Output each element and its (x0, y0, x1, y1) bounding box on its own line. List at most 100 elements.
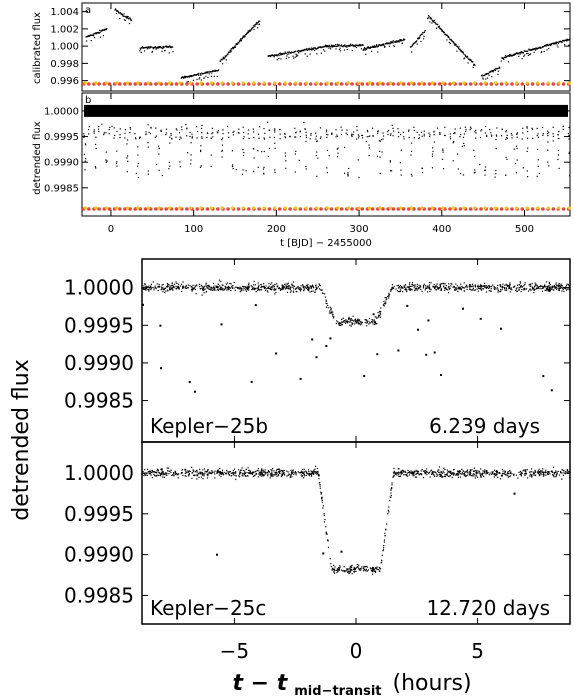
panel-c-point (409, 289, 411, 291)
panel-b-transit-b-point (567, 133, 569, 135)
panel-a-point (392, 42, 394, 44)
panel-b-transit-b-marker (458, 207, 463, 211)
panel-d-point (417, 472, 419, 475)
panel-b-transit-c-point (221, 144, 223, 146)
panel-b-transit-c-point (390, 170, 392, 172)
panel-c-point (350, 318, 352, 320)
panel-b-transit-b-point (418, 134, 420, 136)
panel-a-point (257, 21, 259, 24)
panel-a-point (337, 45, 339, 47)
panel-d-point (276, 472, 278, 474)
panel-d-point (266, 472, 268, 474)
panel-b-outlier-point (187, 152, 189, 154)
panel-c-point (157, 290, 159, 292)
panel-b-transit-c-point (210, 165, 212, 167)
panel-c-point (508, 285, 510, 288)
panel-b-transit-b-point (145, 133, 147, 136)
panel-d-point (324, 518, 326, 521)
panel-a-point (504, 55, 507, 57)
panel-c-point (303, 288, 305, 290)
panel-b-transit-c-point (84, 143, 86, 145)
panel-d-point (360, 568, 362, 570)
panel-b-transit-c-marker (399, 206, 403, 210)
panel-b-transit-b-point (393, 130, 395, 132)
panel-c-outlier-point (311, 338, 314, 341)
panel-d-point (474, 470, 476, 472)
panel-d-point (457, 473, 459, 476)
panel-b-transit-b-point (501, 128, 503, 130)
panel-a-point (546, 49, 548, 51)
panel-c-point (155, 287, 157, 289)
panel-d-point (197, 473, 199, 475)
panel-c-point (408, 285, 411, 287)
panel-a-point (454, 44, 456, 46)
panel-d-point (479, 472, 481, 474)
panel-d-point (470, 470, 472, 472)
panel-b-transit-c-point (537, 148, 539, 150)
panel-a-transit-b-marker (520, 82, 525, 86)
panel-d-point (210, 472, 212, 475)
panel-d-point (443, 467, 445, 469)
panel-c-point (558, 284, 560, 286)
panel-c-point (274, 293, 276, 295)
panel-c-point (458, 288, 460, 290)
panel-d-point (351, 573, 353, 575)
panel-d-point (218, 472, 221, 474)
panel-a-point (375, 45, 377, 47)
panel-d-point (410, 472, 412, 474)
panel-b-transit-c-point (305, 140, 307, 143)
panel-d-point (157, 474, 160, 476)
panel-d-point (379, 567, 381, 569)
panel-d-point (332, 568, 334, 570)
panel-b-transit-b-marker (216, 207, 220, 211)
panel-c-point (229, 287, 231, 289)
panel-a-point (242, 37, 244, 39)
panel-b-transit-c-point (558, 130, 560, 133)
panel-a-point (427, 17, 429, 19)
panel-a-transit-c-marker (325, 81, 329, 85)
panel-b-transit-c-point (411, 142, 413, 144)
panel-d-point (338, 566, 340, 569)
panel-b-transit-c-point (137, 165, 139, 167)
panel-c-point (292, 285, 294, 287)
panel-d-point (440, 475, 442, 478)
panel-d-point (393, 470, 395, 472)
panel-d-point (293, 473, 295, 475)
panel-d-point (386, 523, 388, 525)
panel-a-point (513, 53, 515, 55)
panel-b-transit-b-point (340, 133, 342, 136)
panel-d-point (246, 472, 248, 474)
panel-d-point (261, 469, 263, 471)
panel-b-transit-b-point (238, 132, 240, 134)
panel-a-point (499, 67, 501, 69)
panel-c-point (152, 287, 154, 289)
panel-d-point (480, 476, 482, 478)
panel-d-point (251, 472, 253, 474)
panel-c-point (208, 288, 211, 290)
panel-a-point (247, 31, 249, 34)
panel-c-point (272, 284, 274, 286)
panel-a-point (492, 70, 494, 72)
panel-a-point (504, 56, 506, 59)
panel-c-point (543, 287, 545, 289)
panel-d-point (509, 470, 511, 472)
panel-d-point (396, 474, 398, 476)
panel-d-point (245, 475, 247, 478)
panel-a-point (541, 51, 543, 53)
panel-c-point (377, 312, 379, 314)
panel-a-transit-b-marker (123, 82, 127, 86)
panel-d-point (207, 473, 209, 475)
panel-b-transit-c-point (147, 173, 149, 175)
panel-b-transit-c-point (442, 151, 444, 153)
panel-c-point (566, 289, 568, 291)
panel-a-point (566, 40, 568, 42)
panel-b-transit-c-point (336, 148, 338, 150)
panel-d-point (228, 471, 230, 473)
panel-d-point (414, 471, 416, 473)
panel-a-point (392, 40, 394, 42)
panel-c-point (429, 284, 431, 286)
panel-c-point (223, 289, 225, 291)
panel-c-point (518, 284, 521, 286)
panel-b-outlier-point (328, 155, 330, 157)
panel-d-point (255, 471, 257, 473)
